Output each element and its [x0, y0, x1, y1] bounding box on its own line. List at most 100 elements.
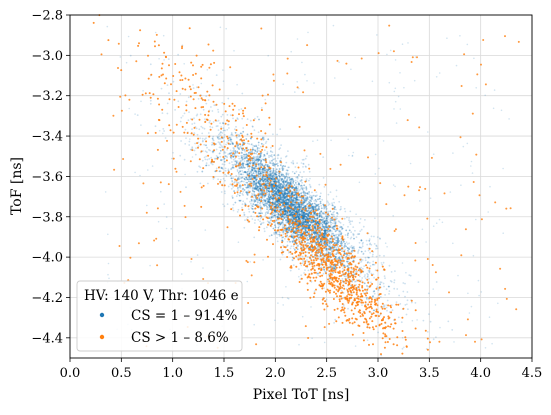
cs1-point	[360, 267, 362, 269]
cs1-point	[218, 129, 220, 131]
cs1-point	[238, 172, 240, 174]
cs1-point	[378, 289, 380, 291]
cs1-point	[298, 268, 300, 270]
cs1-point	[317, 204, 319, 206]
cs1-point	[184, 143, 186, 145]
cs1-point	[166, 228, 168, 230]
cs1-point	[376, 34, 378, 36]
cs1-point	[142, 90, 144, 92]
cs1-point	[321, 199, 323, 201]
cs1-point	[243, 212, 245, 214]
cs1-point	[284, 191, 286, 193]
cs1-point	[260, 210, 262, 212]
cs1-point	[257, 219, 259, 221]
cs1-point	[428, 313, 430, 315]
cs1-point	[367, 276, 369, 278]
cs1-point	[330, 222, 332, 224]
cs1-point	[224, 190, 226, 192]
cs1-point	[473, 58, 475, 60]
cs1-point	[305, 186, 307, 188]
cs1-point	[242, 174, 244, 176]
cs1-point	[298, 183, 300, 185]
cs1-point	[273, 170, 275, 172]
cs1-point	[289, 198, 291, 200]
cs1-point	[280, 157, 282, 159]
cs1-point	[313, 213, 315, 215]
cs1-point	[232, 134, 234, 136]
cs1-point	[258, 180, 260, 182]
cs1-point	[276, 160, 278, 162]
cs1-point	[348, 271, 350, 273]
cs1-point	[207, 159, 209, 161]
cs1-point	[234, 164, 236, 166]
cs1-point	[269, 160, 271, 162]
cs1-point	[309, 184, 311, 186]
cs1-point	[308, 270, 310, 272]
cs1-point	[293, 197, 295, 199]
cs1-point	[322, 212, 324, 214]
cs1-point	[158, 58, 160, 60]
cs1-point	[306, 204, 308, 206]
cs1-point	[228, 127, 230, 129]
cs1-point	[134, 172, 136, 174]
cs1-point	[298, 174, 300, 176]
cs1-point	[235, 160, 237, 162]
cs1-point	[372, 81, 374, 83]
cs1-point	[260, 218, 262, 220]
cs1-point	[471, 306, 473, 308]
cs1-point	[345, 234, 347, 236]
cs1-point	[358, 233, 360, 235]
cs1-point	[252, 125, 254, 127]
cs1-point	[369, 243, 371, 245]
cs1-point	[284, 208, 286, 210]
cs1-point	[347, 250, 349, 252]
cs1-point	[218, 111, 220, 113]
cs1-point	[286, 155, 288, 157]
cs1-point	[306, 237, 308, 239]
cs1-point	[269, 199, 271, 201]
cs1-point	[212, 110, 214, 112]
cs1-point	[350, 238, 352, 240]
cs1-point	[344, 218, 346, 220]
cs1-point	[325, 216, 327, 218]
cs1-point	[319, 198, 321, 200]
cs1-point	[277, 241, 279, 243]
cs1-point	[489, 186, 491, 188]
cs1-point	[361, 251, 363, 253]
cs1-point	[371, 236, 373, 238]
cs1-point	[287, 241, 289, 243]
cs1-point	[263, 196, 265, 198]
cs1-point	[263, 144, 265, 146]
cs1-point	[343, 297, 345, 299]
cs1-point	[179, 93, 181, 95]
cs1-point	[267, 169, 269, 171]
cs1-point	[303, 192, 305, 194]
cs1-point	[264, 195, 266, 197]
cs1-point	[322, 221, 324, 223]
cs1-point	[304, 194, 306, 196]
cs1-point	[361, 240, 363, 242]
cs1-point	[286, 212, 288, 214]
cs1-point	[230, 139, 232, 141]
cs1-point	[276, 168, 278, 170]
cs1-point	[296, 184, 298, 186]
cs1-point	[226, 175, 228, 177]
cs1-point	[277, 234, 279, 236]
cs1-point	[279, 190, 281, 192]
cs1-point	[284, 200, 286, 202]
cs1-point	[296, 81, 298, 83]
cs1-point	[297, 176, 299, 178]
cs1-point	[162, 112, 164, 114]
cs1-point	[184, 159, 186, 161]
cs1-point	[188, 111, 190, 113]
cs1-point	[377, 332, 379, 334]
cs1-point	[298, 186, 300, 188]
cs1-point	[271, 160, 273, 162]
cs1-point	[335, 247, 337, 249]
cs1-point	[357, 252, 359, 254]
cs1-point	[225, 28, 227, 30]
cs1-point	[284, 217, 286, 219]
cs1-point	[335, 256, 337, 258]
cs1-point	[369, 272, 371, 274]
cs1-point	[311, 206, 313, 208]
